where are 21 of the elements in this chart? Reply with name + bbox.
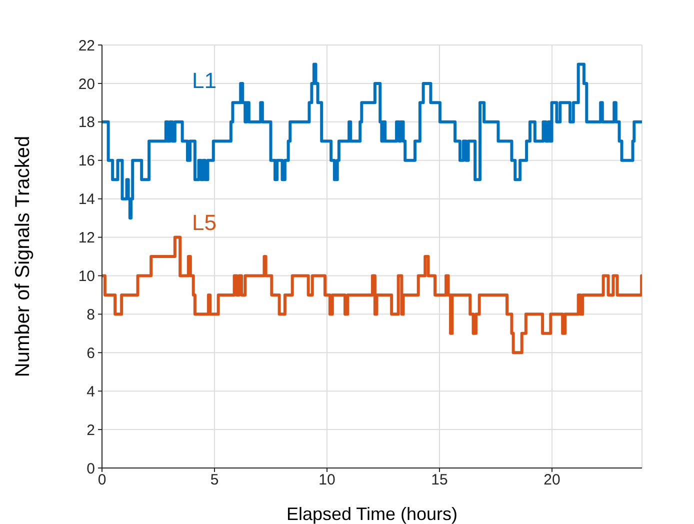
y-tick-label: 10 <box>78 268 95 286</box>
y-tick-label: 22 <box>78 37 95 54</box>
x-tick-label: 5 <box>210 472 219 489</box>
y-tick-label: 16 <box>78 152 95 170</box>
y-tick-label: 6 <box>86 344 95 362</box>
series-label: L5 <box>192 210 216 235</box>
y-tick-label: 18 <box>78 114 95 132</box>
y-axis-title: Number of Signals Tracked <box>12 136 34 378</box>
y-tick-label: 4 <box>86 383 95 400</box>
series-label: L1 <box>192 68 216 93</box>
x-tick-label: 0 <box>98 472 106 489</box>
x-axis-title: Elapsed Time (hours) <box>286 504 458 524</box>
x-tick-label: 20 <box>544 472 560 489</box>
y-tick-label: 2 <box>86 422 95 439</box>
x-tick-label: 10 <box>318 472 336 489</box>
y-tick-label: 14 <box>78 191 95 208</box>
y-tick-label: 8 <box>86 306 95 324</box>
y-tick-label: 12 <box>78 230 95 247</box>
y-tick-label: 20 <box>78 76 95 93</box>
y-tick-label: 0 <box>86 460 95 478</box>
x-tick-label: 15 <box>431 472 448 489</box>
